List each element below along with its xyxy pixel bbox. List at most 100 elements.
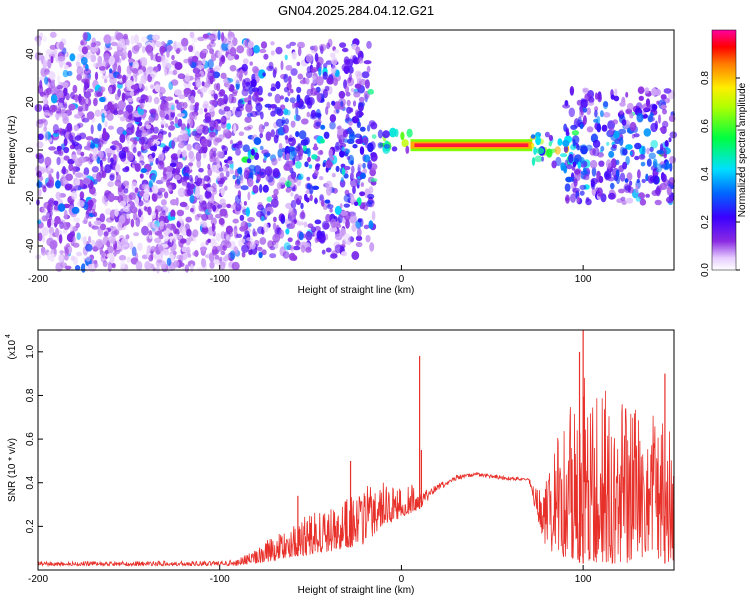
spectrogram-blob	[600, 193, 607, 203]
spectrogram-blob	[298, 231, 304, 241]
spectrogram-blob	[152, 140, 161, 146]
spectrogram-blob	[278, 143, 283, 150]
spectrogram-blob	[333, 49, 340, 54]
snr-ytick-label: 0.8	[25, 388, 36, 402]
spectrogram-blob	[325, 213, 331, 223]
spectrogram-blob	[204, 107, 208, 113]
spectrogram-blob	[85, 136, 94, 141]
spectrogram-blob	[122, 48, 127, 57]
spectrogram-blob	[247, 217, 255, 223]
spectrogram-blob	[201, 213, 209, 221]
spectrogram-blob	[73, 124, 80, 132]
spectrogram-blob	[246, 237, 253, 242]
colorbar-tick-label: 0.2	[700, 215, 711, 229]
spectrogram-blob	[260, 41, 268, 49]
spectrogram-blob	[188, 58, 193, 66]
spectrogram-blob	[200, 138, 209, 148]
spectrogram-blob	[340, 163, 346, 168]
spectrogram-blob	[74, 265, 81, 271]
spectrogram-blob	[107, 156, 111, 164]
spectrogram-blob	[273, 188, 279, 196]
spectrogram-blob	[586, 107, 591, 115]
spectrogram-blob	[619, 172, 626, 182]
spectrogram-blob	[66, 70, 73, 77]
spectrogram-blob	[182, 102, 188, 109]
spectrogram-blob	[228, 94, 232, 103]
spectrogram-blob	[229, 139, 234, 145]
spectrogram-blob	[639, 198, 647, 206]
spectrogram-blob	[364, 79, 370, 89]
spectrogram-blob	[241, 88, 249, 97]
spectrogram-blob	[170, 209, 176, 219]
spectrogram-blob	[126, 243, 134, 249]
spectrogram-blob	[99, 96, 106, 103]
spectrogram-blob	[253, 91, 260, 98]
spectrogram-blob	[311, 154, 318, 160]
spectrogram-blob	[208, 89, 214, 95]
spectrogram-blob	[355, 241, 363, 248]
spectrogram-blob	[52, 123, 60, 134]
spectrogram-blob	[208, 252, 215, 263]
spectrogram-blob	[111, 230, 118, 237]
spectrogram-blob	[37, 154, 45, 164]
spectrogram-blob	[196, 213, 203, 218]
spectrogram-blob	[196, 159, 201, 169]
spectrogram-blob	[158, 187, 166, 193]
spectrogram-blob	[141, 225, 149, 236]
spectrogram-blob	[580, 145, 588, 155]
spectrogram-blob	[644, 87, 650, 94]
spectrogram-blob	[300, 244, 306, 253]
spectrogram-blob	[313, 45, 318, 52]
spectrogram-blob	[260, 111, 264, 120]
spectrogram-blob	[263, 53, 269, 60]
snr-panel: -200 -100 0 100 0.2 0.4 0.6 0.8 1.0 Height of st…	[5, 329, 675, 596]
spectrogram-blob	[579, 190, 585, 196]
spectrogram-blob	[634, 142, 642, 150]
spectrogram-blob	[348, 121, 353, 126]
spectrogram-blob	[590, 177, 598, 185]
spectrogram-blob	[79, 53, 83, 59]
spectrogram-blob	[219, 243, 223, 252]
spectrogram-blob	[210, 238, 217, 248]
spectrogram-blob	[641, 178, 646, 184]
spectrogram-blob	[72, 242, 80, 248]
spectrogram-blob	[209, 48, 215, 55]
spectrogram-blob	[166, 49, 170, 58]
spectrogram-blob	[635, 196, 641, 202]
spectrogram-blob	[119, 133, 126, 143]
spectrogram-blob	[262, 72, 266, 77]
spectrogram-blob	[570, 124, 578, 130]
spectrogram-blob	[574, 154, 582, 164]
spectrogram-blob	[236, 70, 244, 79]
spectrogram-blob	[566, 164, 573, 170]
spectrogram-blob	[195, 79, 202, 88]
spectrogram-blob	[81, 102, 88, 112]
spectrogram-blob	[62, 69, 69, 78]
spectrogram-blob	[173, 41, 177, 51]
spectrogram-blob	[615, 169, 620, 178]
spectrogram-blob	[195, 151, 202, 162]
spectrogram-blob	[93, 148, 97, 157]
spectrogram-blob	[144, 95, 149, 103]
spectrogram-blob	[660, 163, 668, 169]
spectrogram-blob	[349, 107, 354, 113]
spectrogram-blob	[145, 124, 152, 129]
spectrogram-blob	[130, 90, 135, 97]
spectrogram-blob	[279, 104, 286, 110]
spectrogram-blob	[264, 166, 273, 176]
spectrogram-blob	[620, 196, 626, 201]
spectrogram-blob	[322, 71, 328, 80]
spectrogram-blob	[92, 208, 96, 216]
spectrogram-blob	[191, 55, 199, 63]
spectrogram-blob	[99, 169, 104, 179]
spectrogram-blob	[343, 233, 351, 243]
spectrogram-blob	[47, 58, 52, 69]
spectrogram-blob	[79, 132, 87, 140]
spectrogram-blob	[106, 245, 114, 254]
spectrogram-blob	[133, 72, 138, 78]
spectrogram-blob	[216, 176, 221, 182]
spectrogram-blob	[325, 160, 333, 169]
spectrogram-blob	[154, 84, 161, 93]
spectrogram-blob	[405, 145, 410, 154]
spectrogram-blob	[564, 183, 571, 192]
